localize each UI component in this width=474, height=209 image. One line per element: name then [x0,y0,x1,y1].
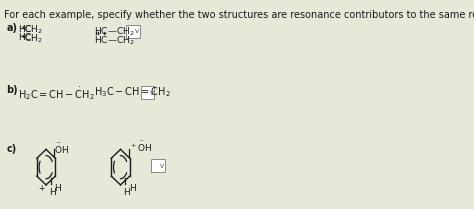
Text: H: H [49,188,56,197]
Text: HC—$\mathdefault{CH_2}$: HC—$\mathdefault{CH_2}$ [94,25,134,38]
Text: b): b) [6,85,18,95]
FancyBboxPatch shape [152,159,164,172]
Text: H: H [129,184,136,193]
Text: v: v [135,28,139,34]
Text: H: H [55,184,61,193]
Text: v: v [150,90,154,96]
Text: a): a) [6,23,17,33]
Text: $\mathdefault{CH_2}$: $\mathdefault{CH_2}$ [24,33,43,46]
Text: HC—$\mathdefault{CH_2}$: HC—$\mathdefault{CH_2}$ [94,35,134,47]
Text: HC: HC [18,25,31,34]
Text: For each example, specify whether the two structures are resonance contributors : For each example, specify whether the tw… [4,10,474,20]
Text: v: v [160,163,164,169]
Text: $\mathdefault{H_3C-CH=CH_2}$: $\mathdefault{H_3C-CH=CH_2}$ [94,85,171,99]
FancyBboxPatch shape [127,25,139,38]
Text: $^+\ddot{\mathrm{O}}$H: $^+\ddot{\mathrm{O}}$H [129,140,152,154]
Text: +: + [38,184,44,193]
Text: H: H [124,188,130,197]
Text: $\mathdefault{H_2C=CH-\dot{C}H_2}$: $\mathdefault{H_2C=CH-\dot{C}H_2}$ [18,85,95,102]
Text: $\mathdefault{CH_2}$: $\mathdefault{CH_2}$ [24,23,43,36]
Text: $\ddot{\mathrm{O}}$H: $\ddot{\mathrm{O}}$H [55,141,69,155]
Text: c): c) [6,144,17,154]
Text: HC: HC [18,33,31,42]
FancyBboxPatch shape [141,86,155,99]
